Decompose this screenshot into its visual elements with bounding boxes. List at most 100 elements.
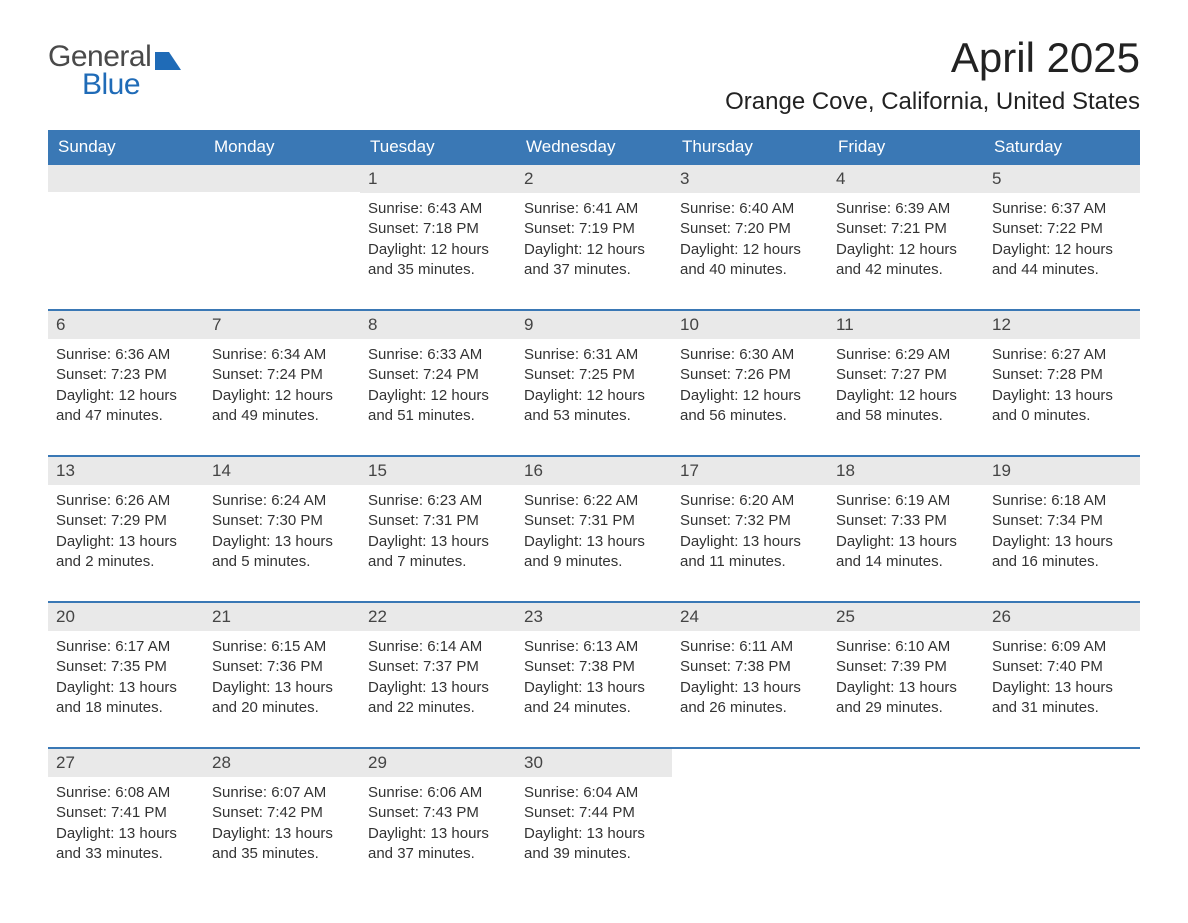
page: General Blue April 2025 Orange Cove, Cal… xyxy=(0,0,1188,923)
sunset-text: Sunset: 7:38 PM xyxy=(680,657,820,677)
sunrise-text: Sunrise: 6:04 AM xyxy=(524,783,664,803)
dow-header-cell: Sunday xyxy=(48,130,204,165)
sunrise-text: Sunrise: 6:19 AM xyxy=(836,491,976,511)
day-cell: 6Sunrise: 6:36 AMSunset: 7:23 PMDaylight… xyxy=(48,311,204,437)
sunrise-text: Sunrise: 6:14 AM xyxy=(368,637,508,657)
daylight-text: Daylight: 13 hours and 33 minutes. xyxy=(56,824,196,865)
day-number: 1 xyxy=(360,165,516,193)
day-body: Sunrise: 6:31 AMSunset: 7:25 PMDaylight:… xyxy=(516,339,672,434)
sunrise-text: Sunrise: 6:36 AM xyxy=(56,345,196,365)
day-number: 10 xyxy=(672,311,828,339)
sunrise-text: Sunrise: 6:37 AM xyxy=(992,199,1132,219)
sunset-text: Sunset: 7:36 PM xyxy=(212,657,352,677)
day-body: Sunrise: 6:08 AMSunset: 7:41 PMDaylight:… xyxy=(48,777,204,872)
day-cell: 8Sunrise: 6:33 AMSunset: 7:24 PMDaylight… xyxy=(360,311,516,437)
daylight-text: Daylight: 13 hours and 22 minutes. xyxy=(368,678,508,719)
day-body: Sunrise: 6:15 AMSunset: 7:36 PMDaylight:… xyxy=(204,631,360,726)
daylight-text: Daylight: 13 hours and 11 minutes. xyxy=(680,532,820,573)
day-number: 14 xyxy=(204,457,360,485)
day-cell: 10Sunrise: 6:30 AMSunset: 7:26 PMDayligh… xyxy=(672,311,828,437)
daylight-text: Daylight: 12 hours and 53 minutes. xyxy=(524,386,664,427)
day-cell-empty xyxy=(672,749,828,875)
daylight-text: Daylight: 12 hours and 44 minutes. xyxy=(992,240,1132,281)
sunset-text: Sunset: 7:34 PM xyxy=(992,511,1132,531)
day-number: 23 xyxy=(516,603,672,631)
day-body: Sunrise: 6:07 AMSunset: 7:42 PMDaylight:… xyxy=(204,777,360,872)
dow-header-cell: Thursday xyxy=(672,130,828,165)
sunset-text: Sunset: 7:23 PM xyxy=(56,365,196,385)
sunrise-text: Sunrise: 6:43 AM xyxy=(368,199,508,219)
day-number xyxy=(48,165,204,192)
day-number: 7 xyxy=(204,311,360,339)
day-number: 13 xyxy=(48,457,204,485)
sunset-text: Sunset: 7:24 PM xyxy=(368,365,508,385)
sunrise-text: Sunrise: 6:08 AM xyxy=(56,783,196,803)
day-cell: 29Sunrise: 6:06 AMSunset: 7:43 PMDayligh… xyxy=(360,749,516,875)
week-row: 6Sunrise: 6:36 AMSunset: 7:23 PMDaylight… xyxy=(48,309,1140,437)
sunrise-text: Sunrise: 6:15 AM xyxy=(212,637,352,657)
daylight-text: Daylight: 12 hours and 56 minutes. xyxy=(680,386,820,427)
day-body: Sunrise: 6:37 AMSunset: 7:22 PMDaylight:… xyxy=(984,193,1140,288)
weeks-container: 1Sunrise: 6:43 AMSunset: 7:18 PMDaylight… xyxy=(48,165,1140,875)
sunset-text: Sunset: 7:30 PM xyxy=(212,511,352,531)
daylight-text: Daylight: 13 hours and 35 minutes. xyxy=(212,824,352,865)
day-cell: 5Sunrise: 6:37 AMSunset: 7:22 PMDaylight… xyxy=(984,165,1140,291)
day-number: 17 xyxy=(672,457,828,485)
day-number: 4 xyxy=(828,165,984,193)
day-cell: 19Sunrise: 6:18 AMSunset: 7:34 PMDayligh… xyxy=(984,457,1140,583)
sunrise-text: Sunrise: 6:06 AM xyxy=(368,783,508,803)
daylight-text: Daylight: 12 hours and 35 minutes. xyxy=(368,240,508,281)
day-number: 11 xyxy=(828,311,984,339)
day-cell: 25Sunrise: 6:10 AMSunset: 7:39 PMDayligh… xyxy=(828,603,984,729)
day-cell: 14Sunrise: 6:24 AMSunset: 7:30 PMDayligh… xyxy=(204,457,360,583)
dow-header-cell: Saturday xyxy=(984,130,1140,165)
sunset-text: Sunset: 7:27 PM xyxy=(836,365,976,385)
day-body: Sunrise: 6:23 AMSunset: 7:31 PMDaylight:… xyxy=(360,485,516,580)
day-cell: 4Sunrise: 6:39 AMSunset: 7:21 PMDaylight… xyxy=(828,165,984,291)
daylight-text: Daylight: 12 hours and 49 minutes. xyxy=(212,386,352,427)
day-cell: 17Sunrise: 6:20 AMSunset: 7:32 PMDayligh… xyxy=(672,457,828,583)
day-body: Sunrise: 6:43 AMSunset: 7:18 PMDaylight:… xyxy=(360,193,516,288)
sunset-text: Sunset: 7:26 PM xyxy=(680,365,820,385)
sunrise-text: Sunrise: 6:23 AM xyxy=(368,491,508,511)
daylight-text: Daylight: 13 hours and 31 minutes. xyxy=(992,678,1132,719)
daylight-text: Daylight: 12 hours and 42 minutes. xyxy=(836,240,976,281)
day-number xyxy=(828,749,984,776)
day-body: Sunrise: 6:39 AMSunset: 7:21 PMDaylight:… xyxy=(828,193,984,288)
day-cell: 28Sunrise: 6:07 AMSunset: 7:42 PMDayligh… xyxy=(204,749,360,875)
day-number: 25 xyxy=(828,603,984,631)
sunrise-text: Sunrise: 6:33 AM xyxy=(368,345,508,365)
daylight-text: Daylight: 13 hours and 18 minutes. xyxy=(56,678,196,719)
day-body: Sunrise: 6:11 AMSunset: 7:38 PMDaylight:… xyxy=(672,631,828,726)
day-body: Sunrise: 6:30 AMSunset: 7:26 PMDaylight:… xyxy=(672,339,828,434)
day-number: 29 xyxy=(360,749,516,777)
day-cell: 20Sunrise: 6:17 AMSunset: 7:35 PMDayligh… xyxy=(48,603,204,729)
sunset-text: Sunset: 7:18 PM xyxy=(368,219,508,239)
sunset-text: Sunset: 7:38 PM xyxy=(524,657,664,677)
day-body: Sunrise: 6:22 AMSunset: 7:31 PMDaylight:… xyxy=(516,485,672,580)
sunset-text: Sunset: 7:21 PM xyxy=(836,219,976,239)
daylight-text: Daylight: 13 hours and 0 minutes. xyxy=(992,386,1132,427)
day-number: 26 xyxy=(984,603,1140,631)
day-cell: 16Sunrise: 6:22 AMSunset: 7:31 PMDayligh… xyxy=(516,457,672,583)
sunset-text: Sunset: 7:25 PM xyxy=(524,365,664,385)
sunrise-text: Sunrise: 6:10 AM xyxy=(836,637,976,657)
daylight-text: Daylight: 13 hours and 16 minutes. xyxy=(992,532,1132,573)
sunrise-text: Sunrise: 6:40 AM xyxy=(680,199,820,219)
daylight-text: Daylight: 13 hours and 37 minutes. xyxy=(368,824,508,865)
day-cell: 24Sunrise: 6:11 AMSunset: 7:38 PMDayligh… xyxy=(672,603,828,729)
day-cell: 12Sunrise: 6:27 AMSunset: 7:28 PMDayligh… xyxy=(984,311,1140,437)
day-number: 22 xyxy=(360,603,516,631)
day-number: 18 xyxy=(828,457,984,485)
day-body: Sunrise: 6:36 AMSunset: 7:23 PMDaylight:… xyxy=(48,339,204,434)
sunrise-text: Sunrise: 6:34 AM xyxy=(212,345,352,365)
sunset-text: Sunset: 7:19 PM xyxy=(524,219,664,239)
daylight-text: Daylight: 13 hours and 7 minutes. xyxy=(368,532,508,573)
sunrise-text: Sunrise: 6:11 AM xyxy=(680,637,820,657)
day-cell: 1Sunrise: 6:43 AMSunset: 7:18 PMDaylight… xyxy=(360,165,516,291)
day-body: Sunrise: 6:34 AMSunset: 7:24 PMDaylight:… xyxy=(204,339,360,434)
daylight-text: Daylight: 13 hours and 29 minutes. xyxy=(836,678,976,719)
day-number: 6 xyxy=(48,311,204,339)
sunset-text: Sunset: 7:35 PM xyxy=(56,657,196,677)
sunset-text: Sunset: 7:33 PM xyxy=(836,511,976,531)
